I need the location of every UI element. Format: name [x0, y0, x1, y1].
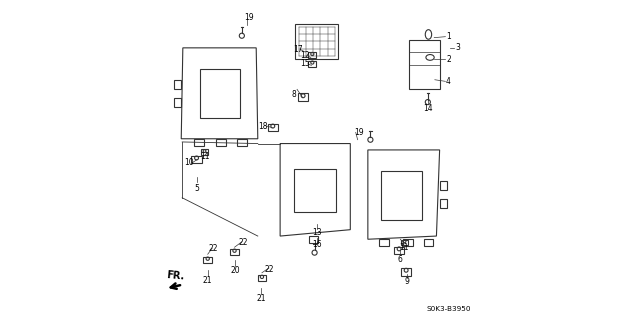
Text: 22: 22	[209, 244, 218, 253]
Bar	[174, 98, 181, 107]
Bar	[308, 61, 316, 67]
Bar	[268, 124, 278, 131]
Bar	[381, 171, 422, 220]
Bar	[294, 169, 336, 212]
Text: S0K3-B3950: S0K3-B3950	[426, 306, 470, 312]
Text: 20: 20	[230, 266, 240, 275]
Bar	[216, 139, 226, 146]
Bar	[440, 199, 447, 208]
Text: 2: 2	[446, 55, 451, 63]
Text: 8: 8	[291, 90, 296, 99]
Bar	[204, 257, 212, 263]
Bar	[298, 93, 308, 101]
Text: 19: 19	[354, 128, 364, 137]
Text: 14: 14	[424, 104, 433, 113]
Bar	[394, 247, 404, 254]
Bar	[200, 69, 239, 118]
Bar	[295, 24, 339, 59]
Bar	[424, 239, 433, 246]
Text: 4: 4	[446, 77, 451, 86]
Bar	[308, 52, 316, 58]
Bar	[194, 139, 204, 146]
Text: 22: 22	[238, 238, 248, 247]
Text: 15: 15	[300, 59, 310, 68]
Text: FR.: FR.	[166, 270, 185, 281]
Text: 21: 21	[203, 276, 212, 285]
Bar	[309, 236, 319, 243]
Bar	[410, 40, 440, 89]
Bar	[403, 239, 413, 246]
Bar	[401, 240, 408, 245]
Text: 17: 17	[293, 45, 303, 54]
Bar	[174, 80, 181, 89]
Bar	[201, 149, 208, 155]
Text: 13: 13	[312, 228, 322, 237]
Text: 22: 22	[264, 265, 274, 274]
Text: 19: 19	[244, 13, 254, 22]
Text: 6: 6	[398, 256, 403, 264]
Bar	[230, 249, 239, 255]
Bar	[237, 139, 246, 146]
Text: 5: 5	[195, 184, 200, 193]
Bar	[401, 268, 412, 276]
Bar	[379, 239, 388, 246]
Text: 18: 18	[259, 122, 268, 130]
Text: 3: 3	[456, 43, 460, 52]
Text: 12: 12	[300, 51, 310, 60]
Text: 1: 1	[446, 32, 451, 41]
Text: 11: 11	[399, 243, 408, 252]
Text: 10: 10	[184, 158, 194, 167]
Bar	[258, 275, 266, 281]
Text: 21: 21	[256, 294, 266, 303]
Text: 11: 11	[200, 152, 209, 161]
Bar	[191, 156, 202, 163]
Text: 9: 9	[404, 277, 409, 286]
Text: 16: 16	[312, 241, 322, 249]
Bar	[440, 181, 447, 190]
